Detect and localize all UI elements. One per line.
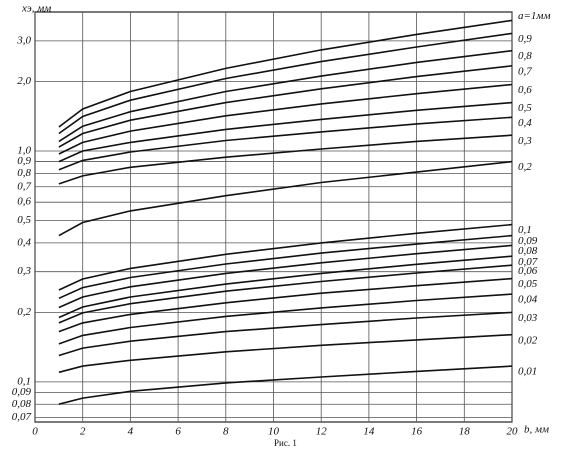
series-label: 0,7	[518, 65, 532, 77]
x-axis-label: b, мм	[524, 424, 549, 436]
y-tick-label: 0,9	[17, 155, 31, 167]
series-label: 0,05	[518, 278, 538, 290]
curve	[58, 255, 513, 319]
x-tick-label: 2	[80, 426, 86, 438]
curve	[58, 234, 513, 300]
y-tick-label: 0,08	[12, 398, 32, 410]
x-tick-label: 20	[507, 426, 519, 438]
series-label: 0,04	[518, 294, 538, 306]
y-tick-label: 0,5	[17, 214, 31, 226]
series-label: 0,01	[518, 366, 537, 378]
x-tick-label: 16	[411, 426, 423, 438]
y-tick-label: 0,07	[12, 411, 32, 423]
curve	[58, 32, 513, 135]
y-tick-label: 0,8	[17, 167, 31, 179]
series-label: 0,4	[518, 117, 532, 129]
curve	[58, 293, 513, 345]
series-label: 0,5	[518, 102, 532, 114]
curve	[58, 223, 513, 291]
x-tick-label: 6	[175, 426, 181, 438]
caption: Рис. 1	[274, 438, 297, 448]
series-label: 0,8	[518, 50, 532, 62]
curve	[58, 311, 513, 357]
y-tick-label: 0,6	[17, 196, 31, 208]
curve	[58, 277, 513, 333]
curve	[58, 19, 513, 128]
curve	[58, 83, 513, 155]
y-tick-label: 2,0	[17, 75, 31, 87]
curve	[58, 49, 513, 143]
y-tick-label: 0,09	[12, 386, 32, 398]
x-tick-label: 10	[268, 426, 280, 438]
curve	[58, 101, 513, 163]
y-axis-label: xэ, мм	[21, 3, 51, 15]
series-label: 0,08	[518, 245, 538, 257]
x-tick-label: 8	[223, 426, 229, 438]
series-label: 0,1	[518, 224, 532, 236]
curve	[58, 365, 513, 405]
series-label: 0,07	[518, 256, 538, 268]
y-tick-label: 0,4	[17, 236, 31, 248]
series-label: 0,09	[518, 235, 538, 247]
curve	[58, 264, 513, 324]
x-tick-label: 0	[32, 426, 38, 438]
y-tick-label: 0,1	[17, 375, 31, 387]
curve	[58, 65, 513, 148]
curve	[58, 160, 513, 237]
y-tick-label: 1,0	[17, 145, 31, 157]
series-label: 0,6	[518, 84, 532, 96]
curve	[58, 116, 513, 171]
curve	[58, 134, 513, 185]
curve	[58, 333, 513, 374]
y-tick-label: 3,0	[16, 34, 31, 46]
x-tick-label: 14	[363, 426, 375, 438]
series-label: 0,2	[518, 161, 532, 173]
y-tick-label: 0,2	[17, 306, 31, 318]
series-label: 0,06	[518, 265, 538, 277]
series-label: 0,3	[518, 135, 532, 147]
series-label: 0,03	[518, 312, 538, 324]
x-tick-label: 18	[459, 426, 471, 438]
y-tick-label: 0,3	[17, 265, 31, 277]
series-label: 0,02	[518, 334, 538, 346]
series-label: a=1мм	[518, 10, 550, 22]
curve	[58, 244, 513, 309]
series-label: 0,9	[518, 33, 532, 45]
x-tick-label: 12	[316, 426, 328, 438]
x-tick-label: 4	[128, 426, 134, 438]
y-tick-label: 0,7	[17, 180, 31, 192]
